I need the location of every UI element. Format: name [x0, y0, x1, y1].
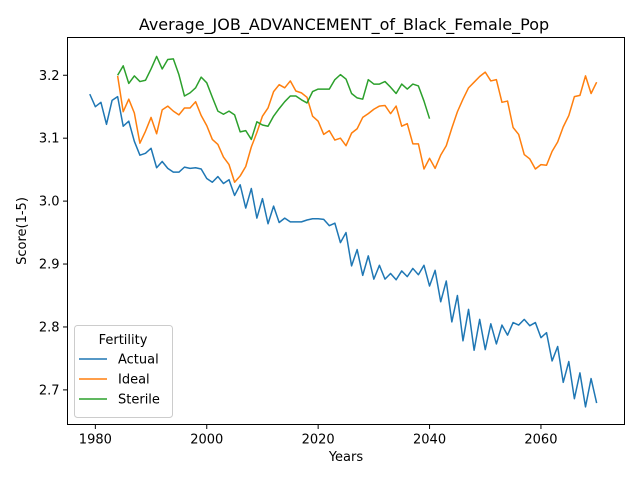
legend: Fertility Actual Ideal Sterile [74, 325, 173, 418]
y-tick-label: 2.9 [39, 258, 60, 273]
series-line-actual [89, 93, 598, 408]
x-axis: 1980 2000 2020 2040 2060 [79, 424, 557, 448]
y-tick-label: 3.0 [39, 195, 60, 210]
plot-lines [89, 55, 598, 408]
legend-items: Actual Ideal Sterile [79, 353, 160, 408]
x-axis-label: Years [328, 450, 364, 465]
legend-label-actual: Actual [118, 353, 159, 368]
legend-label-ideal: Ideal [118, 373, 150, 388]
plot-frame [67, 37, 625, 425]
y-tick-label: 2.8 [39, 320, 60, 335]
y-tick-label: 2.7 [39, 383, 60, 398]
x-tick-label: 2060 [524, 433, 557, 448]
legend-label-sterile: Sterile [118, 393, 160, 408]
series-line-ideal [116, 71, 598, 183]
legend-box [74, 325, 173, 418]
series-line-sterile [116, 55, 431, 141]
x-tick-label: 2000 [190, 433, 223, 448]
x-tick-label: 2040 [413, 433, 446, 448]
y-tick-label: 3.1 [39, 132, 60, 147]
chart-title: Average_JOB_ADVANCEMENT_of_Black_Female_… [139, 15, 549, 35]
y-tick-label: 3.2 [39, 69, 60, 84]
x-tick-label: 1980 [79, 433, 112, 448]
y-axis: 2.7 2.8 2.9 3.0 3.1 3.2 [39, 69, 68, 398]
legend-title: Fertility [99, 333, 148, 348]
x-tick-label: 2020 [302, 433, 335, 448]
y-axis-label: Score(1-5) [15, 197, 30, 265]
